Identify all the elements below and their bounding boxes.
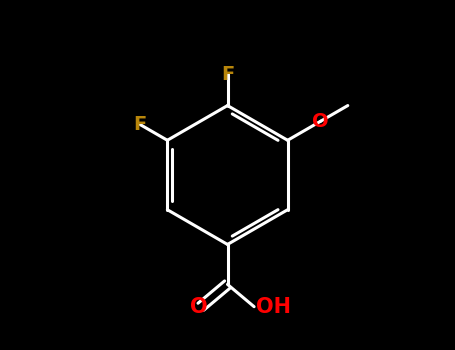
Text: O: O	[313, 112, 329, 131]
Text: F: F	[221, 65, 234, 84]
Text: O: O	[190, 297, 208, 317]
Text: OH: OH	[256, 297, 291, 317]
Text: F: F	[134, 115, 147, 134]
